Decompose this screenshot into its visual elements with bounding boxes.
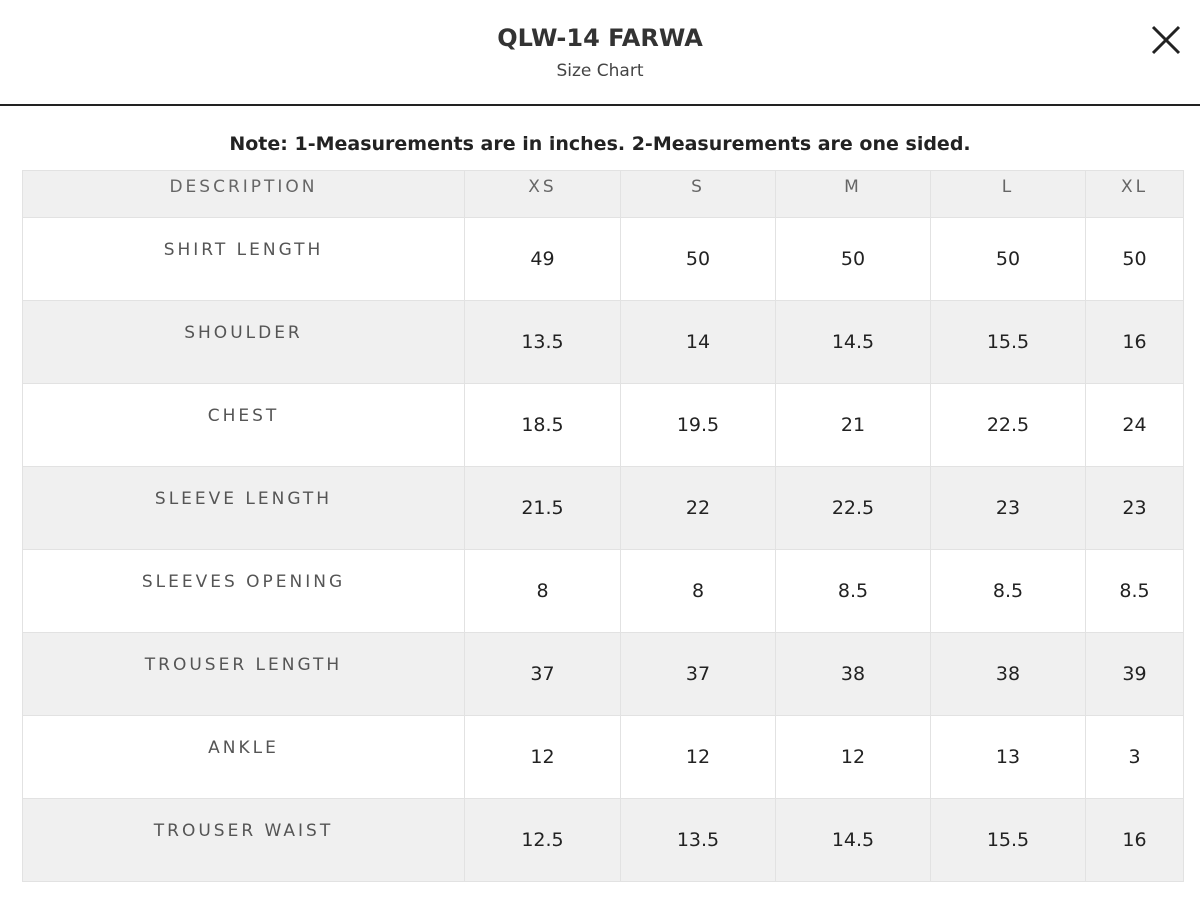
- cell: 15.5: [930, 798, 1086, 882]
- column-header: L: [930, 170, 1086, 218]
- cell: 8.5: [1085, 549, 1184, 633]
- cell: 13: [930, 715, 1086, 799]
- cell: 12.5: [464, 798, 621, 882]
- cell: 19.5: [620, 383, 776, 467]
- cell: 12: [464, 715, 621, 799]
- table-row: SLEEVES OPENING 8 8 8.5 8.5 8.5: [22, 549, 1184, 633]
- cell: 22.5: [775, 466, 931, 550]
- cell: 21: [775, 383, 931, 467]
- cell: 37: [620, 632, 776, 716]
- cell: 14: [620, 300, 776, 384]
- table-row: SHOULDER 13.5 14 14.5 15.5 16: [22, 300, 1184, 384]
- row-label: SLEEVE LENGTH: [22, 466, 465, 550]
- table-row: SLEEVE LENGTH 21.5 22 22.5 23 23: [22, 466, 1184, 550]
- cell: 50: [930, 217, 1086, 301]
- row-label: SLEEVES OPENING: [22, 549, 465, 633]
- cell: 8.5: [930, 549, 1086, 633]
- cell: 16: [1085, 798, 1184, 882]
- cell: 13.5: [464, 300, 621, 384]
- cell: 21.5: [464, 466, 621, 550]
- close-button[interactable]: [1148, 22, 1184, 58]
- cell: 15.5: [930, 300, 1086, 384]
- cell: 8: [464, 549, 621, 633]
- size-table: DESCRIPTION XS S M L XL SHIRT LENGTH 49 50 50 50 50…: [22, 170, 1184, 882]
- row-label: TROUSER LENGTH: [22, 632, 465, 716]
- column-header: S: [620, 170, 776, 218]
- cell: 8: [620, 549, 776, 633]
- column-header: XS: [464, 170, 621, 218]
- cell: 12: [620, 715, 776, 799]
- table-row: TROUSER LENGTH 37 37 38 38 39: [22, 632, 1184, 716]
- row-label: ANKLE: [22, 715, 465, 799]
- table-row: ANKLE 12 12 12 13 3: [22, 715, 1184, 799]
- cell: 22: [620, 466, 776, 550]
- cell: 16: [1085, 300, 1184, 384]
- cell: 50: [1085, 217, 1184, 301]
- cell: 8.5: [775, 549, 931, 633]
- cell: 39: [1085, 632, 1184, 716]
- cell: 22.5: [930, 383, 1086, 467]
- title: QLW-14 FARWA: [497, 24, 703, 52]
- column-header: DESCRIPTION: [22, 170, 465, 218]
- cell: 12: [775, 715, 931, 799]
- cell: 3: [1085, 715, 1184, 799]
- table-row: CHEST 18.5 19.5 21 22.5 24: [22, 383, 1184, 467]
- cell: 24: [1085, 383, 1184, 467]
- modal-header: QLW-14 FARWA Size Chart: [0, 0, 1200, 106]
- table-row: TROUSER WAIST 12.5 13.5 14.5 15.5 16: [22, 798, 1184, 882]
- row-label: CHEST: [22, 383, 465, 467]
- cell: 23: [1085, 466, 1184, 550]
- cell: 18.5: [464, 383, 621, 467]
- cell: 50: [775, 217, 931, 301]
- column-header: M: [775, 170, 931, 218]
- subtitle: Size Chart: [556, 61, 644, 81]
- note: Note: 1-Measurements are in inches. 2-Me…: [229, 133, 971, 155]
- cell: 49: [464, 217, 621, 301]
- row-label: SHOULDER: [22, 300, 465, 384]
- cell: 13.5: [620, 798, 776, 882]
- cell: 38: [775, 632, 931, 716]
- table-row: SHIRT LENGTH 49 50 50 50 50: [22, 217, 1184, 301]
- cell: 37: [464, 632, 621, 716]
- column-header: XL: [1085, 170, 1184, 218]
- cell: 23: [930, 466, 1086, 550]
- cell: 14.5: [775, 300, 931, 384]
- cell: 38: [930, 632, 1086, 716]
- cell: 14.5: [775, 798, 931, 882]
- row-label: TROUSER WAIST: [22, 798, 465, 882]
- cell: 50: [620, 217, 776, 301]
- header-row: DESCRIPTION XS S M L XL: [22, 170, 1184, 218]
- row-label: SHIRT LENGTH: [22, 217, 465, 301]
